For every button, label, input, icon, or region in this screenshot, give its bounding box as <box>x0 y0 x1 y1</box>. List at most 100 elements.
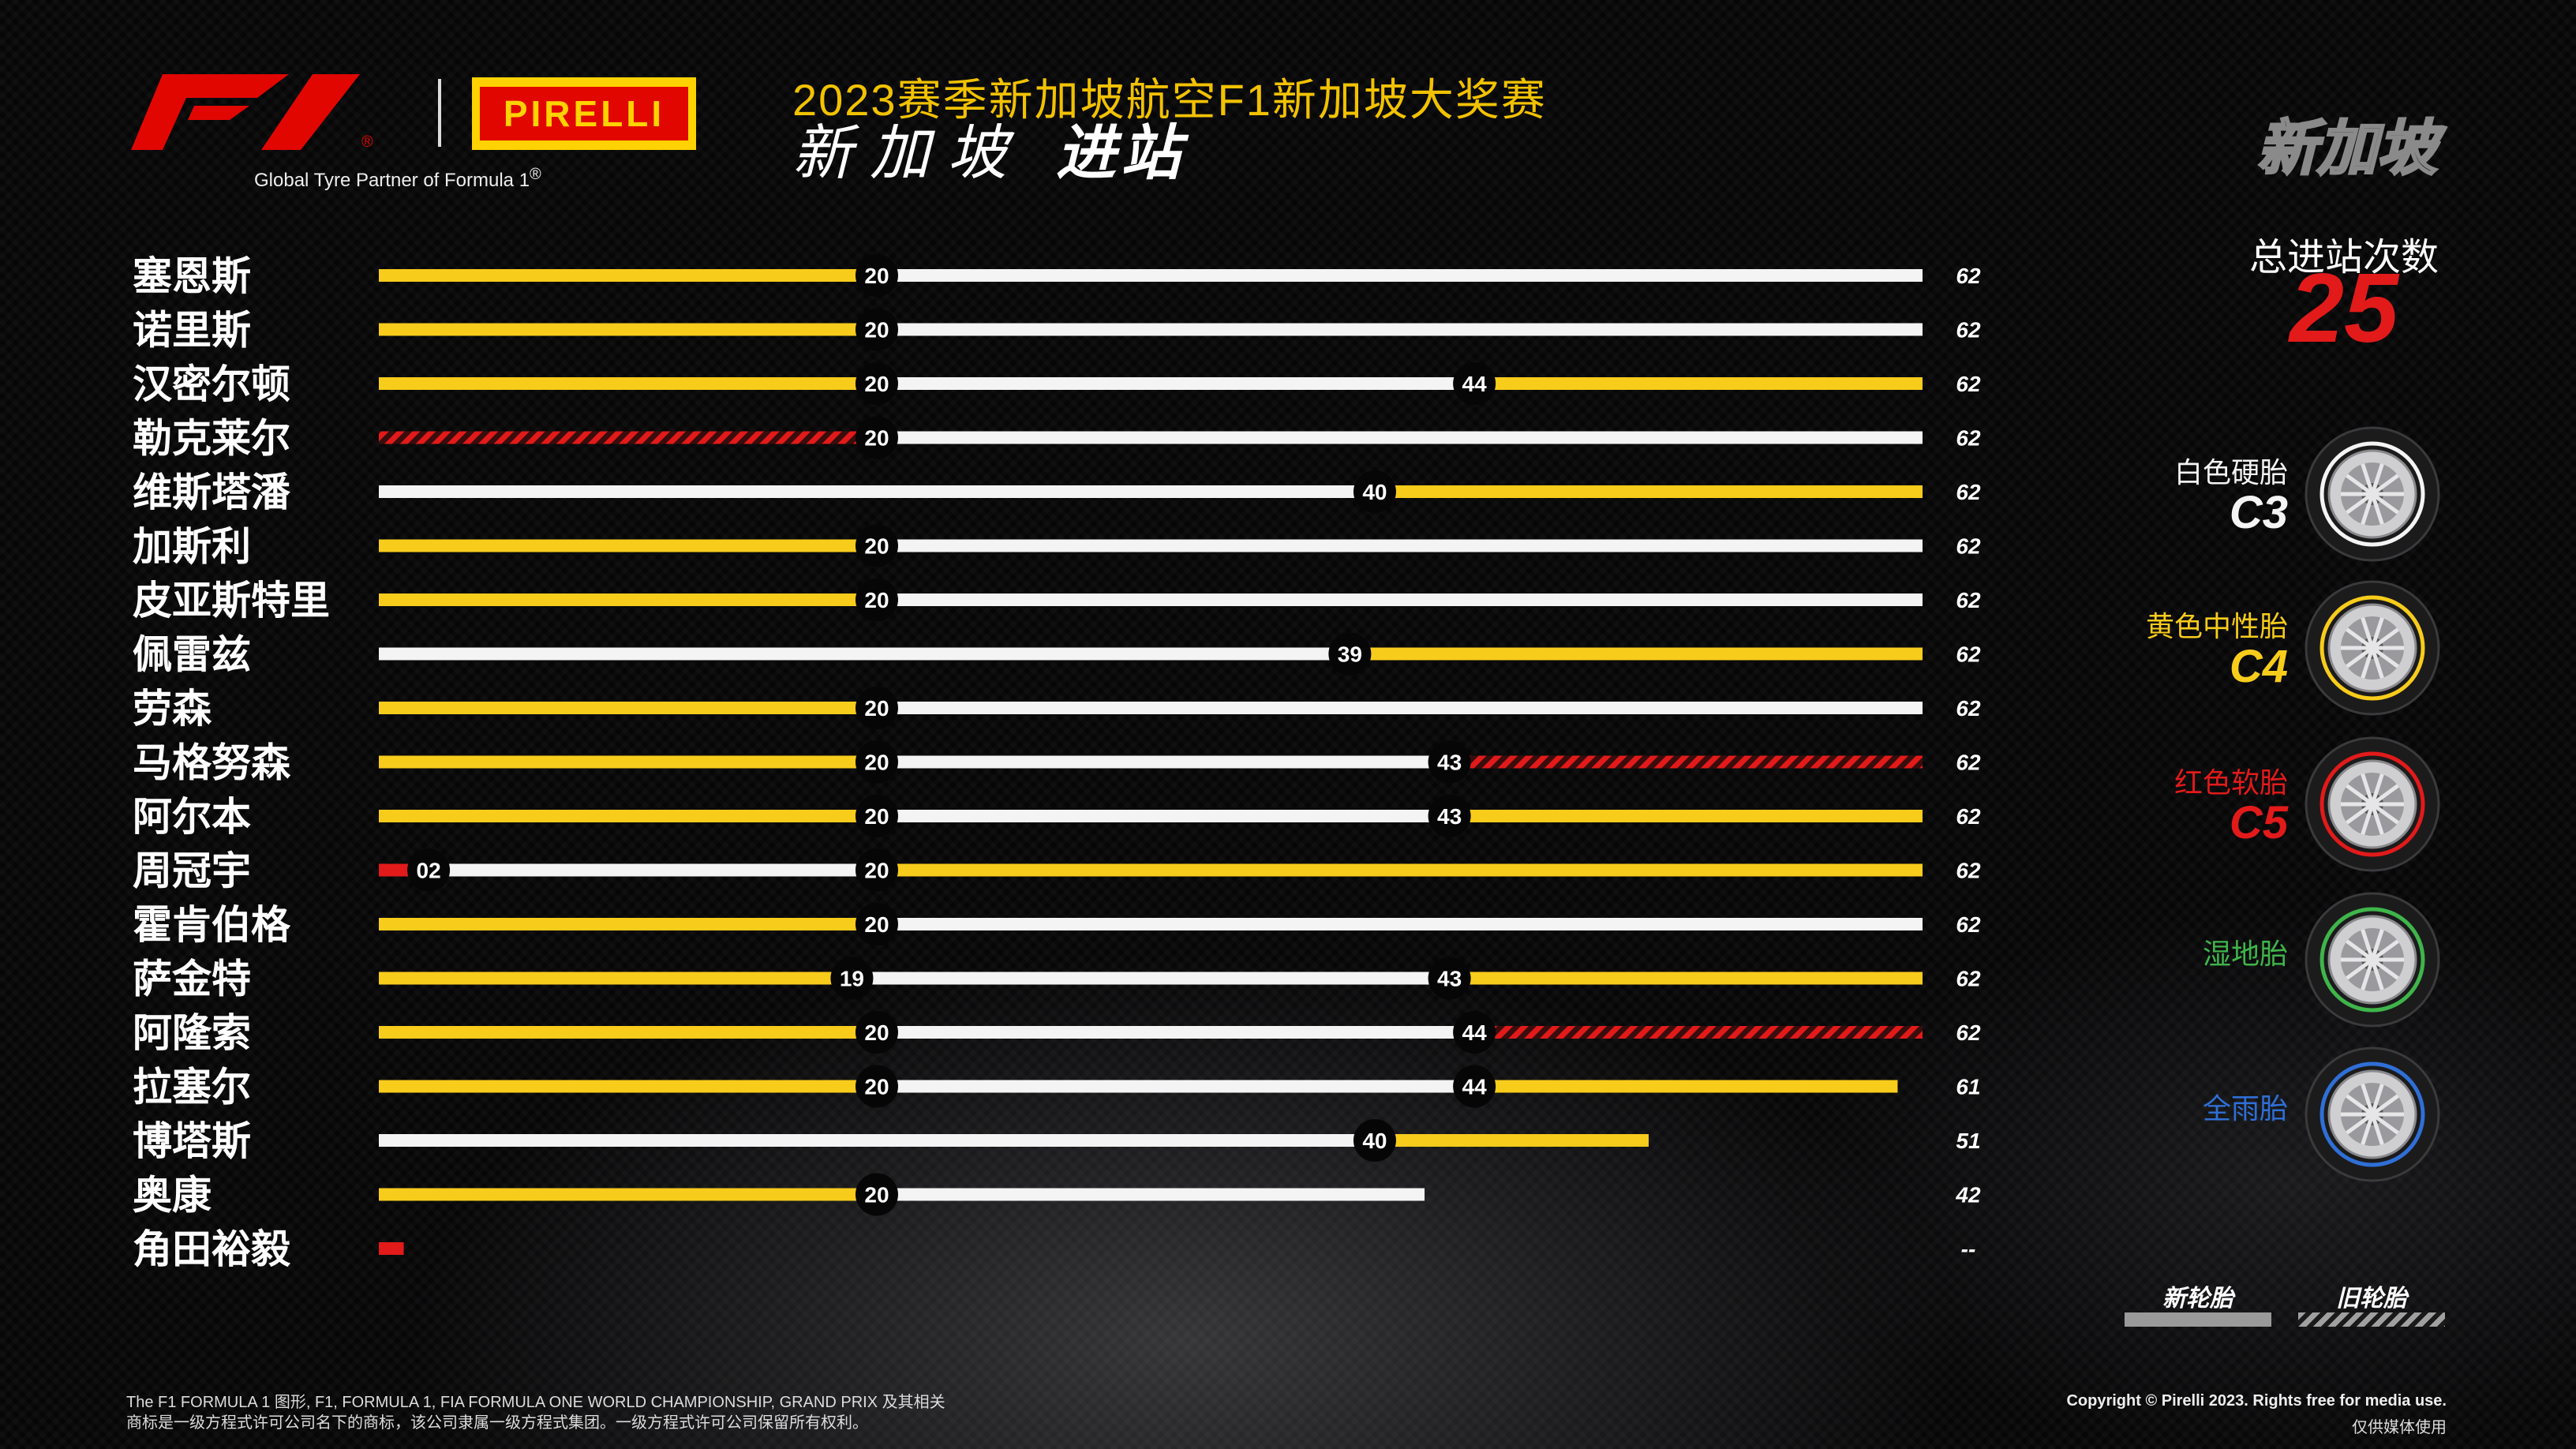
driver-row: 拉塞尔 20 44 61 <box>133 1065 1981 1110</box>
driver-row: 博塔斯 40 51 <box>133 1118 1981 1164</box>
finish-lap-label: 62 <box>1956 372 1981 396</box>
driver-name: 马格努森 <box>133 740 291 786</box>
f1-registered-mark: ® <box>361 133 373 150</box>
pit-stop-marker <box>855 740 898 784</box>
tyre-hard-icon <box>2305 426 2440 562</box>
pirelli-logo-text: PIRELLI <box>504 93 665 134</box>
pit-lap-label: 44 <box>1462 1075 1488 1099</box>
driver-name: 角田裕毅 <box>133 1226 291 1272</box>
stint-bar-medium <box>379 755 877 769</box>
tyre-intermediate-icon <box>2305 892 2440 1028</box>
stint-bar-medium <box>1474 1080 1898 1093</box>
pirelli-logo: PIRELLI <box>472 77 696 150</box>
driver-row: 诺里斯 20 62 <box>133 308 1981 354</box>
stint-bar-medium <box>379 323 877 336</box>
tyre-label: 全雨胎 <box>2203 1086 2288 1127</box>
driver-row: 角田裕毅 -- <box>133 1226 1975 1272</box>
tyre-name: 全雨胎 <box>2202 1093 2288 1125</box>
tyre-code: C5 <box>2229 797 2288 848</box>
stint-bar-soft <box>379 1242 404 1255</box>
driver-name: 勒克莱尔 <box>133 416 290 462</box>
pit-stop-marker <box>1428 740 1471 784</box>
pit-lap-label: 20 <box>864 912 889 937</box>
pit-stop-marker <box>855 1011 898 1054</box>
stint-bar-medium <box>1449 810 1923 822</box>
pit-lap-label: 20 <box>864 588 889 612</box>
tagline-text: Global Tyre Partner of Formula 1 <box>254 170 530 191</box>
finish-lap-label: 62 <box>1956 426 1981 451</box>
pit-lap-label: 02 <box>417 859 441 883</box>
pit-lap-label: 20 <box>864 751 889 775</box>
pit-lap-label: 20 <box>864 1075 889 1099</box>
tyre-label: 红色软胎 C5 <box>2174 760 2288 848</box>
footer-copyright: Copyright © Pirelli 2023. Rights free fo… <box>2066 1392 2447 1410</box>
footer-legal: The F1 FORMULA 1 图形, F1, FORMULA 1, FIA … <box>126 1392 945 1433</box>
finish-lap-label: 62 <box>1956 480 1981 504</box>
stint-bar-medium <box>1474 377 1923 390</box>
driver-row: 奥康 20 42 <box>133 1173 1981 1219</box>
finish-lap-label: 62 <box>1956 912 1981 937</box>
pit-lap-label: 20 <box>864 859 889 883</box>
stint-bar-medium <box>379 972 852 985</box>
stint-bar-hard <box>876 269 1923 282</box>
driver-row: 维斯塔潘 40 62 <box>133 470 1981 515</box>
driver-row: 塞恩斯 20 62 <box>133 253 1981 299</box>
subtitle-topic: 进站 <box>1056 118 1185 188</box>
driver-row: 汉密尔顿 20 44 62 <box>133 361 1981 407</box>
finish-lap-label: 62 <box>1956 534 1981 559</box>
tyre-soft-icon <box>2305 736 2440 872</box>
finish-lap-label: 62 <box>1956 696 1981 721</box>
stint-bar-medium <box>379 377 877 390</box>
driver-name: 拉塞尔 <box>133 1065 251 1110</box>
driver-row: 萨金特 19 43 62 <box>133 957 1981 1002</box>
pit-stop-marker <box>855 578 898 621</box>
pit-stop-marker <box>855 848 898 892</box>
pit-stop-marker <box>855 254 898 297</box>
pit-stop-marker <box>855 1065 898 1108</box>
stint-bar-medium <box>379 810 877 822</box>
tyre-label: 湿地胎 <box>2203 931 2288 972</box>
legend-new-label: 新轮胎 <box>2162 1285 2233 1312</box>
driver-name: 加斯利 <box>133 524 251 570</box>
stint-bar-hard <box>876 539 1923 552</box>
stint-bar-hard <box>379 647 1350 661</box>
pit-stop-marker <box>855 687 898 729</box>
tyre-name: 湿地胎 <box>2202 938 2288 971</box>
pit-lap-label: 20 <box>864 1020 889 1045</box>
tyre-code: C3 <box>2229 487 2288 538</box>
pit-stop-marker <box>855 795 898 837</box>
pit-stop-marker <box>1428 795 1471 837</box>
pit-lap-label: 43 <box>1437 804 1462 829</box>
driver-name: 霍肯伯格 <box>133 902 291 948</box>
stint-bar-hard <box>876 702 1923 714</box>
pit-stop-marker <box>855 362 898 405</box>
pit-lap-label: 44 <box>1462 372 1488 396</box>
total-stops-value: 25 <box>2290 254 2398 363</box>
footer-legal-line-1: The F1 FORMULA 1 图形, F1, FORMULA 1, FIA … <box>126 1394 945 1411</box>
pit-lap-label: 20 <box>864 264 889 288</box>
tagline: Global Tyre Partner of Formula 1® <box>254 166 541 192</box>
legend-used-label: 旧轮胎 <box>2336 1285 2407 1312</box>
stint-bar-medium <box>379 1080 877 1093</box>
tyre-code: C4 <box>2229 641 2288 692</box>
driver-name: 塞恩斯 <box>133 253 251 299</box>
driver-row: 劳森 20 62 <box>133 686 1981 732</box>
pit-lap-label: 20 <box>864 804 889 829</box>
pit-stop-marker <box>855 416 898 459</box>
stint-bar-hard <box>876 431 1923 444</box>
driver-row: 皮亚斯特里 20 62 <box>133 578 1981 623</box>
stint-bar-medium <box>1449 972 1923 985</box>
pit-stop-marker <box>855 308 898 351</box>
stint-bar-hard <box>876 918 1923 930</box>
driver-row: 阿隆索 20 44 62 <box>133 1010 1981 1056</box>
driver-name: 汉密尔顿 <box>133 361 290 407</box>
pit-lap-label: 43 <box>1437 967 1462 991</box>
pit-stop-marker <box>1428 957 1471 1000</box>
footer-media-note: 仅供媒体使用 <box>2352 1417 2447 1436</box>
driver-name: 皮亚斯特里 <box>133 578 330 623</box>
finish-lap-label: 62 <box>1956 1020 1981 1045</box>
stint-bar-hard <box>379 1134 1375 1147</box>
driver-name: 阿尔本 <box>133 794 251 840</box>
stint-bar-hard <box>876 1080 1475 1093</box>
